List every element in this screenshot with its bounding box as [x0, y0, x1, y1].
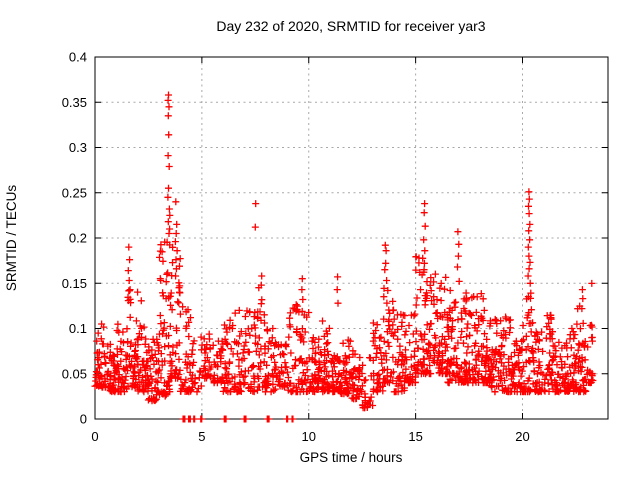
- y-tick-label: 0.3: [69, 140, 87, 155]
- y-tick-label: 0.25: [62, 185, 87, 200]
- y-tick-label: 0: [80, 412, 87, 427]
- x-axis-label: GPS time / hours: [300, 450, 403, 465]
- y-tick-label: 0.05: [62, 366, 87, 381]
- x-tick-label: 5: [198, 429, 205, 444]
- y-axis-label: SRMTID / TECUs: [4, 185, 19, 292]
- y-tick-label: 0.4: [69, 50, 87, 65]
- x-tick-label: 20: [515, 429, 529, 444]
- y-tick-label: 0.35: [62, 95, 87, 110]
- y-tick-label: 0.1: [69, 321, 87, 336]
- tick-labels: 0 5 10 15 20 0 0.05 0.1 0.15 0.2 0.25 0.3 0.35 0.4: [62, 50, 530, 445]
- y-tick-label: 0.2: [69, 231, 87, 246]
- x-tick-label: 15: [408, 429, 422, 444]
- x-tick-label: 10: [302, 429, 316, 444]
- x-tick-label: 0: [91, 429, 98, 444]
- y-tick-label: 0.15: [62, 276, 87, 291]
- scatter-points: [91, 91, 597, 423]
- chart-title: Day 232 of 2020, SRMTID for receiver yar…: [216, 18, 485, 34]
- data-point-markers: [91, 91, 597, 423]
